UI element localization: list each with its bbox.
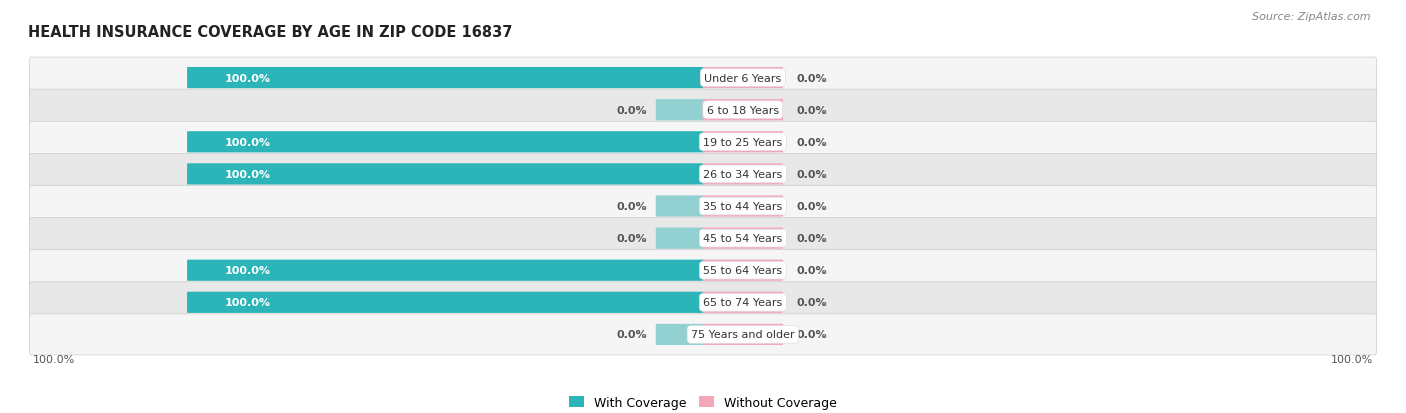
FancyBboxPatch shape [655,196,703,217]
Text: 0.0%: 0.0% [797,74,827,83]
FancyBboxPatch shape [703,68,783,89]
FancyBboxPatch shape [703,324,783,345]
Text: 26 to 34 Years: 26 to 34 Years [703,169,783,180]
FancyBboxPatch shape [30,250,1376,291]
Text: 0.0%: 0.0% [797,298,827,308]
FancyBboxPatch shape [187,260,703,281]
Text: 0.0%: 0.0% [797,330,827,339]
Text: 55 to 64 Years: 55 to 64 Years [703,266,782,275]
Text: 0.0%: 0.0% [797,169,827,180]
Text: 100.0%: 100.0% [225,138,271,147]
Text: 100.0%: 100.0% [225,74,271,83]
Text: 0.0%: 0.0% [797,233,827,244]
FancyBboxPatch shape [655,100,703,121]
Text: 100.0%: 100.0% [1331,355,1374,365]
Text: 0.0%: 0.0% [616,233,647,244]
Text: 6 to 18 Years: 6 to 18 Years [707,105,779,115]
FancyBboxPatch shape [655,228,703,249]
FancyBboxPatch shape [30,218,1376,259]
Text: 0.0%: 0.0% [616,105,647,115]
Text: 65 to 74 Years: 65 to 74 Years [703,298,783,308]
FancyBboxPatch shape [703,196,783,217]
Text: 100.0%: 100.0% [32,355,75,365]
FancyBboxPatch shape [30,186,1376,227]
FancyBboxPatch shape [703,100,783,121]
FancyBboxPatch shape [187,164,703,185]
FancyBboxPatch shape [703,164,783,185]
FancyBboxPatch shape [30,154,1376,195]
Text: 19 to 25 Years: 19 to 25 Years [703,138,783,147]
Text: 100.0%: 100.0% [225,266,271,275]
FancyBboxPatch shape [30,314,1376,355]
Text: 100.0%: 100.0% [225,169,271,180]
FancyBboxPatch shape [30,122,1376,163]
FancyBboxPatch shape [703,132,783,153]
Text: 35 to 44 Years: 35 to 44 Years [703,202,783,211]
Text: Under 6 Years: Under 6 Years [704,74,782,83]
FancyBboxPatch shape [703,260,783,281]
FancyBboxPatch shape [655,324,703,345]
Text: 0.0%: 0.0% [797,105,827,115]
FancyBboxPatch shape [703,292,783,313]
Text: Source: ZipAtlas.com: Source: ZipAtlas.com [1253,12,1371,22]
FancyBboxPatch shape [30,282,1376,323]
Text: 0.0%: 0.0% [797,202,827,211]
FancyBboxPatch shape [30,90,1376,131]
Legend: With Coverage, Without Coverage: With Coverage, Without Coverage [564,391,842,413]
Text: HEALTH INSURANCE COVERAGE BY AGE IN ZIP CODE 16837: HEALTH INSURANCE COVERAGE BY AGE IN ZIP … [28,25,513,40]
Text: 0.0%: 0.0% [797,266,827,275]
FancyBboxPatch shape [187,132,703,153]
Text: 0.0%: 0.0% [616,202,647,211]
Text: 100.0%: 100.0% [225,298,271,308]
FancyBboxPatch shape [187,68,703,89]
Text: 0.0%: 0.0% [797,138,827,147]
FancyBboxPatch shape [30,58,1376,99]
Text: 0.0%: 0.0% [616,330,647,339]
FancyBboxPatch shape [187,292,703,313]
Text: 45 to 54 Years: 45 to 54 Years [703,233,783,244]
FancyBboxPatch shape [703,228,783,249]
Text: 75 Years and older: 75 Years and older [690,330,794,339]
